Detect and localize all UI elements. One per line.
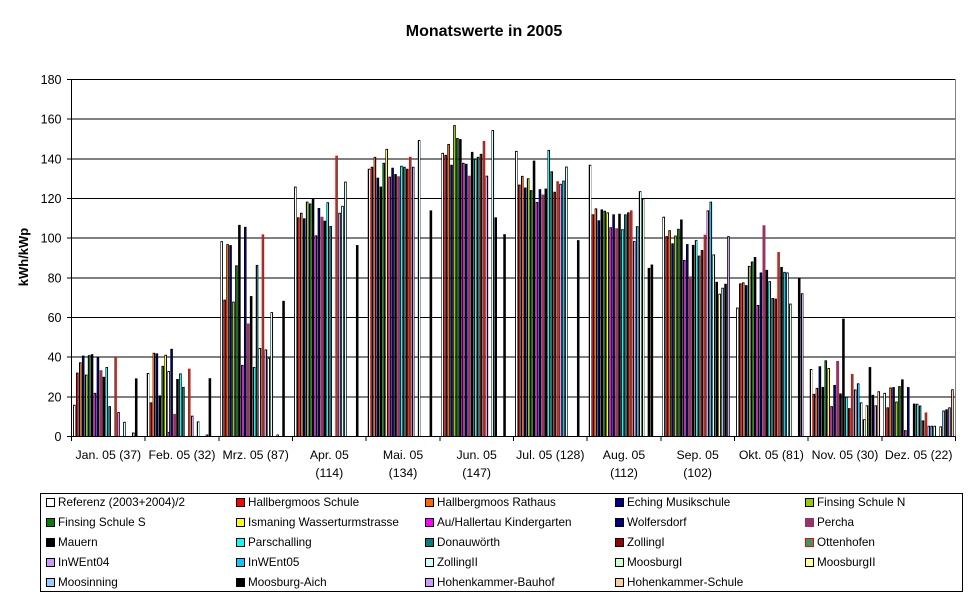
svg-text:Ismaning Wasserturmstrasse: Ismaning Wasserturmstrasse [248,516,399,529]
svg-text:ZollingII: ZollingII [437,556,478,569]
svg-text:Moosburg-Aich: Moosburg-Aich [248,576,327,589]
svg-text:Parschalling: Parschalling [248,536,312,549]
svg-text:MoosburgII: MoosburgII [817,556,875,569]
svg-text:Apr. 05: Apr. 05 [310,448,349,462]
svg-text:Monatswerte in 2005: Monatswerte in 2005 [406,23,563,40]
svg-text:80: 80 [48,271,62,285]
svg-text:100: 100 [41,232,62,246]
svg-text:Hallbergmoos Rathaus: Hallbergmoos Rathaus [437,496,556,509]
svg-text:Moosinning: Moosinning [58,576,118,589]
svg-text:kWh/kWp: kWh/kWp [16,228,31,287]
svg-text:180: 180 [41,73,62,87]
svg-text:Hohenkammer-Schule: Hohenkammer-Schule [627,576,743,589]
svg-text:(134): (134) [389,466,418,480]
svg-text:40: 40 [48,351,62,365]
svg-text:(147): (147) [462,466,491,480]
svg-text:Hallbergmoos Schule: Hallbergmoos Schule [248,496,359,509]
svg-text:(112): (112) [610,466,638,480]
svg-text:20: 20 [48,390,62,404]
svg-text:Referenz (2003+2004)/2: Referenz (2003+2004)/2 [58,496,185,509]
svg-text:(102): (102) [683,466,712,480]
svg-text:Donauwörth: Donauwörth [437,536,500,549]
svg-text:MoosburgI: MoosburgI [627,556,682,569]
svg-text:Wolfersdorf: Wolfersdorf [627,516,687,529]
svg-text:ZollingI: ZollingI [627,536,665,549]
svg-text:Mrz. 05 (87): Mrz. 05 (87) [223,448,289,462]
svg-text:160: 160 [41,113,62,127]
svg-text:Finsing Schule N: Finsing Schule N [817,496,905,509]
svg-text:Sep. 05: Sep. 05 [676,448,719,462]
svg-text:Finsing Schule S: Finsing Schule S [58,516,146,529]
svg-text:Eching Musikschule: Eching Musikschule [627,496,730,509]
svg-text:Jan. 05 (37): Jan. 05 (37) [76,448,142,462]
svg-text:Jun. 05: Jun. 05 [456,448,496,462]
svg-text:0: 0 [55,430,62,444]
svg-text:Aug. 05: Aug. 05 [603,448,646,462]
svg-text:Mauern: Mauern [58,536,98,549]
svg-text:InWEnt05: InWEnt05 [248,556,300,569]
svg-text:Hohenkammer-Bauhof: Hohenkammer-Bauhof [437,576,555,589]
svg-text:140: 140 [41,152,62,166]
svg-text:Feb. 05 (32): Feb. 05 (32) [149,448,216,462]
svg-text:Jul. 05 (128): Jul. 05 (128) [516,448,584,462]
svg-text:120: 120 [41,192,62,206]
svg-text:Mai. 05: Mai. 05 [383,448,423,462]
svg-text:Dez. 05 (22): Dez. 05 (22) [885,448,953,462]
svg-text:60: 60 [48,311,62,325]
svg-text:InWEnt04: InWEnt04 [58,556,110,569]
svg-text:Nov. 05 (30): Nov. 05 (30) [812,448,879,462]
svg-text:Percha: Percha [817,516,855,529]
svg-text:Okt. 05 (81): Okt. 05 (81) [739,448,804,462]
svg-text:Au/Hallertau Kindergarten: Au/Hallertau Kindergarten [437,516,572,529]
svg-text:Ottenhofen: Ottenhofen [817,536,875,549]
svg-text:(114): (114) [315,466,343,480]
